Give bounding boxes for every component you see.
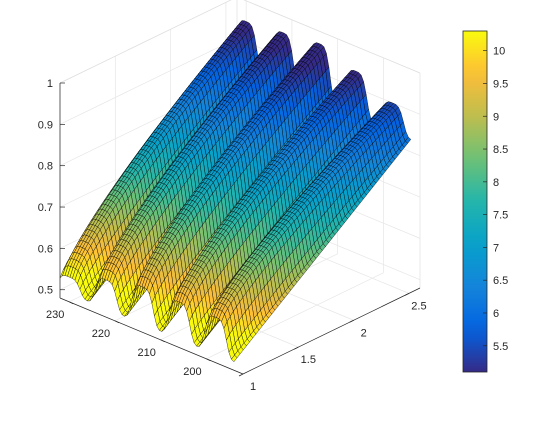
colorbar-tick-label: 6 xyxy=(493,308,499,320)
y-tick xyxy=(206,358,211,362)
x-tick-label: 2 xyxy=(361,327,367,339)
box-edge xyxy=(243,0,421,74)
y-tick-label: 200 xyxy=(183,366,201,378)
y-tick xyxy=(68,301,74,305)
colorbar-tick-label: 9 xyxy=(493,111,499,123)
colorbar-tick-label: 7 xyxy=(493,242,499,254)
x-tick xyxy=(294,346,299,350)
z-tick-label: 0.6 xyxy=(38,243,53,255)
surface-patch xyxy=(231,354,238,363)
tick-labels: 1 1.5 2 2.5 200 210 220 230 0.5 0.6 0.7 0.8 0.9 1 xyxy=(38,78,427,393)
grid-line-z xyxy=(59,38,238,125)
colorbar-tick-label: 8 xyxy=(493,177,499,189)
z-tick-label: 0.7 xyxy=(38,202,53,214)
colorbar-frame xyxy=(462,30,488,373)
colorbar-tick-label: 10 xyxy=(493,46,505,58)
x-tick xyxy=(349,319,354,323)
x-tick xyxy=(238,373,244,377)
y-tick-label: 220 xyxy=(92,328,110,340)
y-axis-line xyxy=(59,297,244,375)
x-tick-label: 2.5 xyxy=(411,300,426,312)
y-tick xyxy=(114,320,120,324)
surface-mesh xyxy=(59,20,412,363)
z-tick-label: 0.8 xyxy=(38,161,53,173)
colorbar-gradient xyxy=(463,31,487,372)
colorbar-tick-label: 8.5 xyxy=(493,144,508,156)
colorbar-tick-label: 9.5 xyxy=(493,78,508,90)
colorbar-tick-label: 6.5 xyxy=(493,275,508,287)
colorbar-tick-label: 7.5 xyxy=(493,210,508,222)
x-axis-line xyxy=(242,287,421,375)
colorbar: 5.5 6 6.5 7 7.5 8 8.5 9 9.5 10 xyxy=(462,30,508,373)
x-tick-label: 1.5 xyxy=(301,354,316,366)
box-edge xyxy=(59,0,232,84)
y-tick xyxy=(160,339,165,343)
y-tick-label: 210 xyxy=(137,347,155,359)
x-tick xyxy=(404,293,410,296)
x-tick-label: 1 xyxy=(250,381,256,393)
y-tick-label: 230 xyxy=(46,309,64,321)
z-tick-label: 0.5 xyxy=(38,285,53,297)
colorbar-tick-label: 5.5 xyxy=(493,341,508,353)
z-tick-label: 1 xyxy=(47,78,53,90)
axes xyxy=(59,82,421,377)
z-tick-label: 0.9 xyxy=(38,119,53,131)
